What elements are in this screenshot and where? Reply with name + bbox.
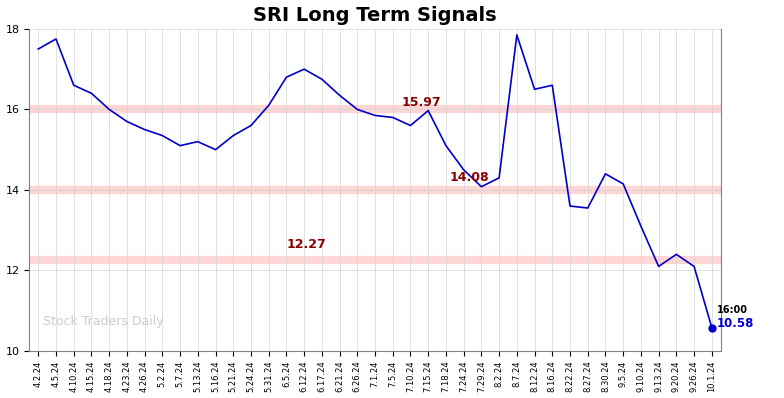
Title: SRI Long Term Signals: SRI Long Term Signals (253, 6, 497, 25)
Text: 10.58: 10.58 (717, 317, 754, 330)
Text: Stock Traders Daily: Stock Traders Daily (43, 316, 164, 328)
Text: 12.27: 12.27 (286, 238, 326, 251)
Text: 14.08: 14.08 (449, 171, 489, 184)
Text: 16:00: 16:00 (717, 304, 748, 314)
Text: 15.97: 15.97 (401, 96, 441, 109)
